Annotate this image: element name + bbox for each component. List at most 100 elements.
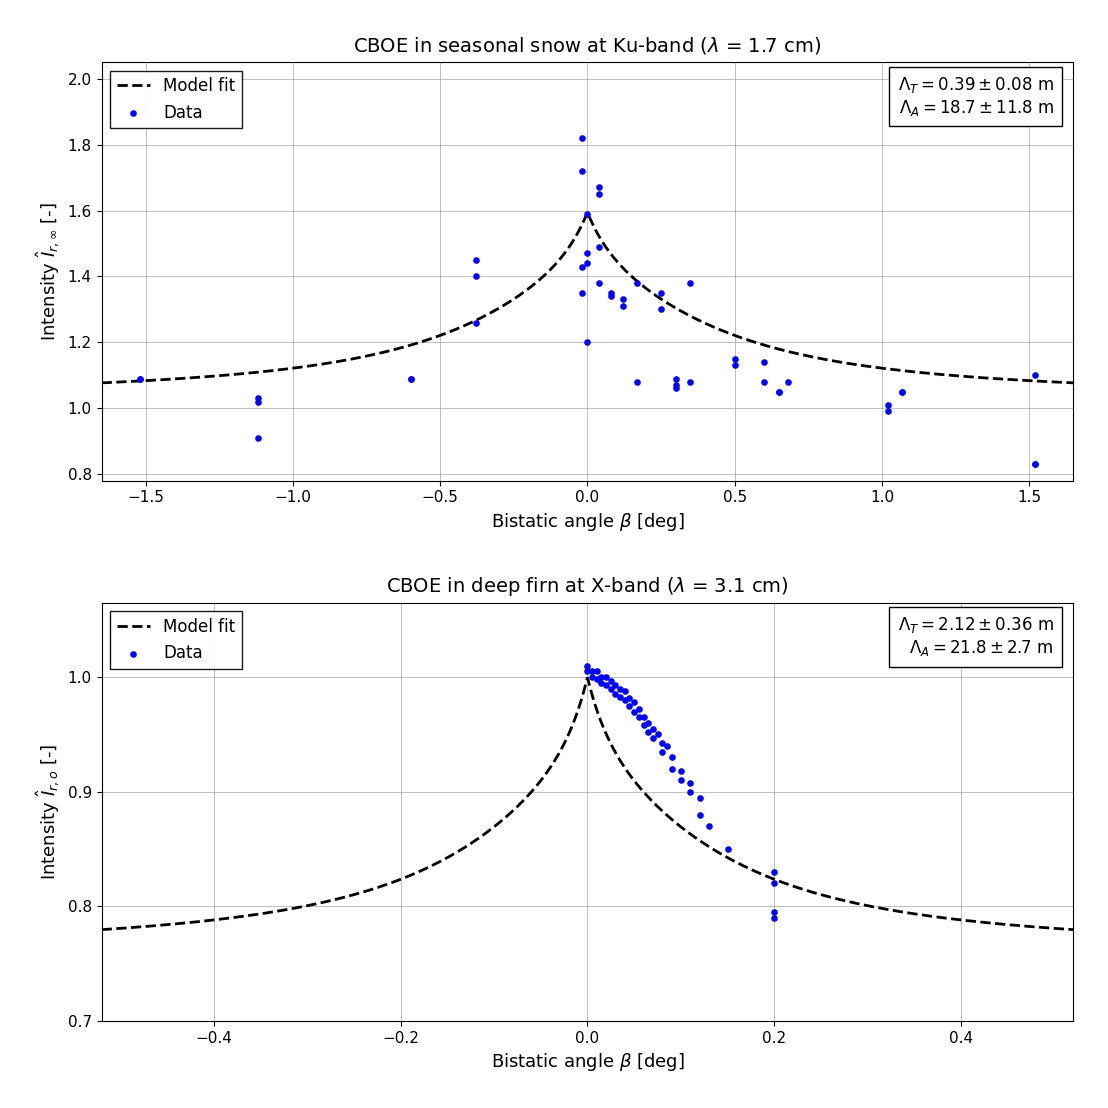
Model fit (144, 920, 157, 933)
Data (766, 874, 783, 892)
Data (593, 674, 611, 691)
Data (700, 818, 718, 835)
Data (616, 683, 634, 700)
Data (1026, 455, 1044, 473)
Data (635, 708, 653, 726)
Model fit (95, 923, 109, 936)
X-axis label: Bistatic angle $\beta$ [deg]: Bistatic angle $\beta$ [deg] (491, 1051, 685, 1074)
Model fit (542, 265, 555, 278)
Data (591, 274, 608, 291)
Data (578, 334, 596, 351)
Text: $\Lambda_T = 2.12 \pm 0.36$ m
$\Lambda_A = 21.8 \pm 2.7$ m: $\Lambda_T = 2.12 \pm 0.36$ m $\Lambda_A… (897, 615, 1054, 658)
Data (894, 383, 912, 401)
Data (131, 370, 148, 388)
Data (766, 863, 783, 881)
Data (628, 274, 646, 291)
Data (667, 377, 685, 394)
Legend: Model fit, Data: Model fit, Data (110, 71, 242, 129)
Data (894, 383, 912, 401)
Data (635, 717, 653, 735)
Data (644, 729, 661, 747)
Data (578, 657, 596, 675)
Data (131, 370, 148, 388)
Data (606, 686, 624, 704)
Data (578, 205, 596, 223)
Data (630, 700, 648, 718)
Model fit (95, 377, 109, 390)
Data (614, 297, 632, 315)
Line: Model fit: Model fit (102, 678, 1074, 930)
Data (879, 396, 896, 413)
Data (602, 287, 619, 305)
Data (588, 670, 606, 688)
Data (606, 676, 624, 694)
Data (625, 694, 643, 711)
Data (770, 383, 788, 401)
Data (573, 258, 591, 276)
Data (249, 392, 267, 410)
Model fit (581, 671, 594, 685)
Data (249, 389, 267, 407)
Model fit (1067, 923, 1080, 936)
Data (573, 162, 591, 179)
Data (681, 773, 699, 791)
Data (766, 903, 783, 921)
Data (602, 671, 619, 689)
Data (879, 402, 896, 420)
Data (1026, 455, 1044, 473)
Model fit (1038, 921, 1051, 934)
Data (620, 689, 638, 707)
Model fit (1038, 375, 1051, 388)
Model fit (144, 373, 157, 387)
Data (658, 737, 676, 755)
Data (690, 789, 708, 807)
Model fit (567, 715, 581, 728)
Data (673, 762, 690, 780)
Data (597, 676, 615, 694)
Legend: Model fit, Data: Model fit, Data (110, 611, 242, 669)
Model fit (861, 360, 874, 373)
Data (644, 720, 661, 738)
Data (578, 255, 596, 273)
Model fit (581, 206, 594, 219)
Y-axis label: Intensity $\hat{I}_{r, o}$ [-]: Intensity $\hat{I}_{r, o}$ [-] (34, 743, 62, 880)
Data (639, 724, 657, 741)
Model fit (542, 763, 555, 777)
Data (620, 697, 638, 715)
Data (593, 668, 611, 686)
Data (583, 668, 601, 686)
Data (726, 350, 743, 368)
Data (573, 130, 591, 147)
Data (614, 290, 632, 308)
Model fit (1067, 377, 1080, 390)
Data (673, 771, 690, 789)
Data (612, 688, 629, 706)
Data (681, 373, 699, 391)
Data (597, 668, 615, 686)
Data (591, 238, 608, 256)
Text: $\Lambda_T = 0.39 \pm 0.08$ m
$\Lambda_A = 18.7 \pm 11.8$ m: $\Lambda_T = 0.39 \pm 0.08$ m $\Lambda_A… (897, 75, 1054, 117)
Data (779, 373, 797, 391)
Data (690, 806, 708, 823)
Data (1026, 367, 1044, 384)
Data (654, 733, 671, 751)
Data (466, 267, 484, 285)
Data (770, 383, 788, 401)
Data (616, 691, 634, 709)
Data (402, 370, 420, 388)
Data (578, 245, 596, 263)
Data (648, 726, 666, 743)
Data (628, 373, 646, 391)
Data (639, 715, 657, 732)
Data (726, 357, 743, 375)
Model fit (1039, 375, 1053, 388)
Data (653, 284, 670, 301)
Data (602, 680, 619, 698)
Data (591, 178, 608, 196)
Data (681, 274, 699, 291)
Data (602, 284, 619, 301)
Data (667, 380, 685, 398)
Title: CBOE in deep firn at X-band ($\lambda$ = 3.1 cm): CBOE in deep firn at X-band ($\lambda$ =… (386, 575, 789, 597)
Data (573, 284, 591, 301)
Data (681, 783, 699, 801)
